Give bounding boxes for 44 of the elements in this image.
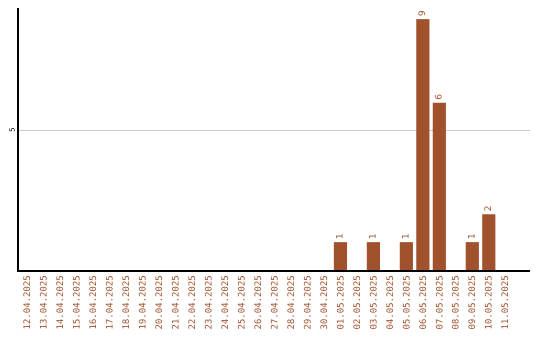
x-tick-label: 30.04.2025 [320, 275, 330, 330]
bar [366, 242, 380, 270]
x-tick-label: 18.04.2025 [122, 275, 132, 330]
x-tick-label: 11.05.2025 [501, 275, 512, 330]
x-tick-label: 16.04.2025 [89, 275, 100, 330]
x-tick-label: 24.04.2025 [220, 275, 231, 330]
x-tick-label: 07.05.2025 [435, 275, 446, 330]
x-tick-label: 28.04.2025 [286, 275, 297, 330]
x-tick-label: 02.05.2025 [352, 275, 363, 330]
data-label: 1 [467, 233, 478, 240]
bar [432, 102, 446, 270]
data-label: 1 [368, 233, 378, 240]
x-tick-label: 01.05.2025 [336, 275, 346, 330]
x-tick-label: 03.05.2025 [369, 275, 380, 330]
x-tick-label: 27.04.2025 [270, 275, 280, 330]
x-tick-label: 12.04.2025 [23, 275, 34, 330]
x-tick-label: 21.04.2025 [172, 275, 182, 330]
x-tick-label: 15.04.2025 [72, 275, 83, 330]
bar [482, 214, 496, 270]
x-tick-label: 22.04.2025 [188, 275, 198, 330]
bar [466, 242, 479, 270]
bar [416, 19, 430, 270]
x-tick-label: 20.04.2025 [155, 275, 166, 330]
data-label: 9 [418, 10, 428, 16]
x-tick-label: 10.05.2025 [484, 275, 495, 330]
x-tick-label: 23.04.2025 [204, 275, 214, 330]
x-tick-label: 08.05.2025 [452, 275, 462, 330]
data-label: 1 [401, 233, 412, 240]
x-tick-label: 19.04.2025 [138, 275, 149, 330]
bar [334, 242, 348, 270]
bar [400, 242, 413, 270]
data-label: 2 [484, 206, 494, 212]
x-tick-label: 17.04.2025 [106, 275, 116, 330]
data-label: 1 [335, 233, 346, 240]
data-label: 6 [434, 94, 444, 100]
x-tick-label: 25.04.2025 [237, 275, 248, 330]
x-tick-label: 09.05.2025 [468, 275, 478, 330]
x-tick-label: 05.05.2025 [402, 275, 412, 330]
x-tick-label: 14.04.2025 [56, 275, 66, 330]
x-tick-label: 13.04.2025 [40, 275, 50, 330]
x-tick-label: 26.04.2025 [254, 275, 264, 330]
x-tick-label: 06.05.2025 [418, 275, 429, 330]
x-tick-label: 29.04.2025 [303, 275, 314, 330]
x-tick-label: 04.05.2025 [386, 275, 396, 330]
